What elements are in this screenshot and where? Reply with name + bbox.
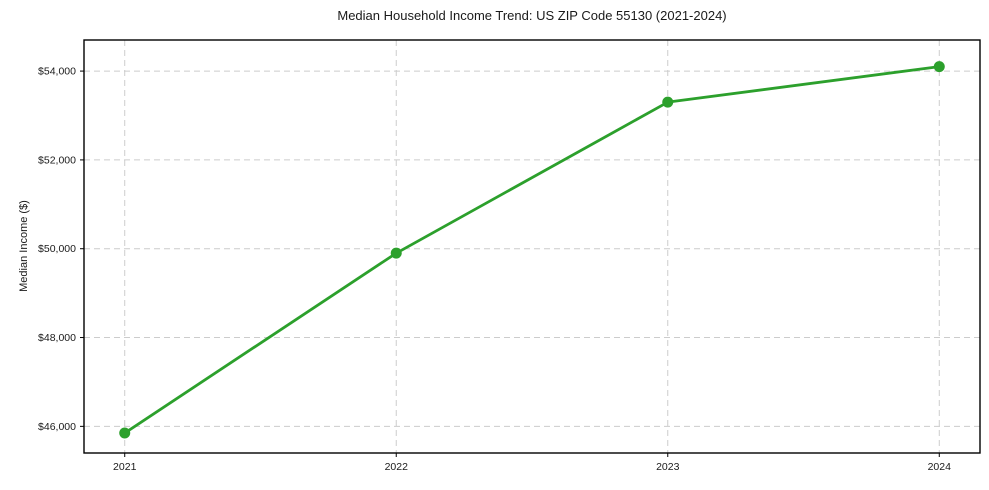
- y-tick-label: $54,000: [38, 66, 76, 78]
- data-point-2021: [119, 427, 131, 439]
- trend-line: [123, 65, 941, 435]
- y-tick-label: $50,000: [38, 243, 76, 255]
- x-tick-label: 2024: [928, 461, 952, 473]
- data-point-2023: [662, 96, 674, 108]
- data-point-2022: [390, 247, 402, 259]
- y-tick-label: $46,000: [38, 421, 76, 433]
- x-tick-label: 2021: [113, 461, 137, 473]
- y-tick-label: $48,000: [38, 332, 76, 344]
- x-tick-label: 2023: [656, 461, 680, 473]
- x-tick-label: 2022: [385, 461, 409, 473]
- chart-title: Median Household Income Trend: US ZIP Co…: [337, 8, 727, 23]
- data-point-2024: [933, 61, 945, 73]
- plot-border: [83, 39, 981, 454]
- y-axis-label: Median Income ($): [18, 200, 30, 292]
- y-tick-label: $52,000: [38, 154, 76, 166]
